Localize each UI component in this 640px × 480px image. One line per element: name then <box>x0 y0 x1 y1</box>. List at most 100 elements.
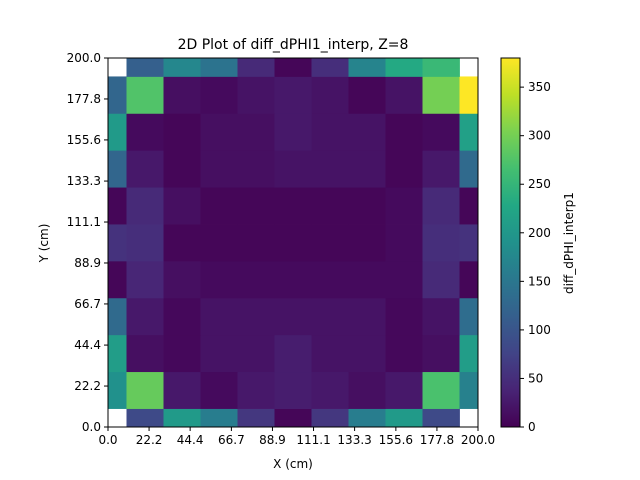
heatmap-cell <box>163 260 201 299</box>
y-axis-label: Y (cm) <box>37 224 51 264</box>
heatmap-cell <box>237 113 275 151</box>
heatmap-cell <box>108 334 127 373</box>
x-tick-label: 133.3 <box>337 433 371 447</box>
heatmap-cell <box>385 334 423 373</box>
heatmap-cell <box>274 224 312 262</box>
heatmap-cell <box>311 334 349 373</box>
heatmap-cell <box>385 76 423 114</box>
x-tick-label: 22.2 <box>136 433 163 447</box>
heatmap-cell <box>422 260 460 299</box>
heatmap-cell <box>108 76 127 114</box>
plot-frame <box>107 57 479 428</box>
heatmap-cell <box>163 187 201 225</box>
x-tick-label: 200.0 <box>461 433 495 447</box>
heatmap-cell <box>385 408 423 428</box>
heatmap-cell <box>385 260 423 299</box>
heatmap-cell <box>108 297 127 336</box>
x-tick-label: 155.6 <box>379 433 413 447</box>
heatmap-cell <box>348 260 386 299</box>
heatmap-cell <box>311 371 349 409</box>
heatmap-cell <box>385 224 423 262</box>
heatmap-cell <box>126 76 164 114</box>
heatmap-cell <box>348 371 386 409</box>
heatmap-cell <box>108 371 127 409</box>
colorbar-tick-label: 100 <box>528 323 551 337</box>
heatmap-cell <box>237 371 275 409</box>
heatmap-cell <box>126 187 164 225</box>
heatmap-cell <box>274 150 312 188</box>
heatmap-cell <box>163 150 201 188</box>
heatmap-cell <box>126 297 164 336</box>
heatmap-cell <box>237 58 275 77</box>
heatmap-cell <box>422 76 460 114</box>
heatmap-cell <box>163 297 201 336</box>
heatmap-cell <box>422 58 460 77</box>
heatmap-cell <box>200 297 238 336</box>
heatmap-cell <box>163 371 201 409</box>
heatmap-cell <box>385 297 423 336</box>
heatmap-cell <box>459 371 479 409</box>
colorbar-tick-label: 150 <box>528 274 551 288</box>
heatmap-cell <box>348 113 386 151</box>
heatmap-cell <box>274 297 312 336</box>
heatmap-cell <box>237 260 275 299</box>
heatmap-cell <box>108 224 127 262</box>
heatmap-cell <box>422 187 460 225</box>
heatmap-cells <box>108 58 479 428</box>
heatmap-cell <box>422 224 460 262</box>
colorbar-tick-label: 50 <box>528 371 543 385</box>
y-tick-label: 177.8 <box>67 92 101 106</box>
heatmap-cell <box>422 113 460 151</box>
heatmap-cell <box>385 371 423 409</box>
heatmap-cell <box>422 408 460 428</box>
heatmap-cell <box>126 58 164 77</box>
heatmap-cell <box>385 150 423 188</box>
heatmap-cell <box>274 408 312 428</box>
heatmap-cell <box>348 150 386 188</box>
colorbar-tick-label: 350 <box>528 80 551 94</box>
heatmap-cell <box>237 76 275 114</box>
x-axis-label: X (cm) <box>273 457 313 471</box>
heatmap-cell <box>126 113 164 151</box>
heatmap-cell <box>237 187 275 225</box>
y-tick-label: 111.1 <box>67 215 101 229</box>
heatmap-cell <box>237 334 275 373</box>
heatmap-cell <box>311 76 349 114</box>
heatmap-cell <box>348 334 386 373</box>
heatmap-cell <box>200 371 238 409</box>
colorbar-tick-label: 0 <box>528 420 536 434</box>
heatmap-cell <box>274 76 312 114</box>
heatmap-cell <box>311 297 349 336</box>
y-tick-label: 155.6 <box>67 133 101 147</box>
heatmap-cell <box>200 260 238 299</box>
heatmap-cell <box>274 58 312 77</box>
heatmap-cell <box>311 150 349 188</box>
heatmap-cell <box>311 260 349 299</box>
heatmap-cell <box>163 334 201 373</box>
heatmap-cell <box>459 113 479 151</box>
heatmap-cell <box>126 334 164 373</box>
heatmap-cell <box>126 408 164 428</box>
heatmap-cell <box>237 224 275 262</box>
heatmap-cell <box>459 187 479 225</box>
heatmap-cell <box>200 113 238 151</box>
heatmap-cell <box>348 224 386 262</box>
heatmap-cell <box>311 408 349 428</box>
colorbar-tick-label: 300 <box>528 129 551 143</box>
heatmap-cell <box>108 187 127 225</box>
heatmap-cell <box>200 187 238 225</box>
y-tick-label: 133.3 <box>67 174 101 188</box>
heatmap-cell <box>274 334 312 373</box>
heatmap-cell <box>108 260 127 299</box>
heatmap-cell <box>348 408 386 428</box>
x-tick-label: 88.9 <box>259 433 286 447</box>
heatmap-cell <box>459 334 479 373</box>
heatmap-cell <box>348 58 386 77</box>
heatmap-cell <box>163 224 201 262</box>
heatmap-cell <box>385 187 423 225</box>
heatmap-cell <box>200 408 238 428</box>
heatmap-cell <box>200 224 238 262</box>
heatmap-cell <box>108 150 127 188</box>
heatmap-cell <box>311 113 349 151</box>
heatmap-cell <box>200 150 238 188</box>
